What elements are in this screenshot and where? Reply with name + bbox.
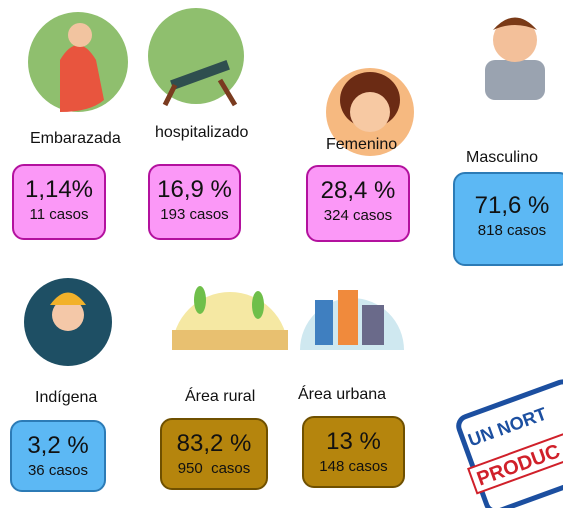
label: hospitalizado xyxy=(155,124,249,141)
building xyxy=(338,290,358,345)
label: Femenino xyxy=(326,136,398,153)
percent: 28,4 % xyxy=(320,177,396,204)
cases: 950 casos xyxy=(177,460,251,477)
indigenous-hat xyxy=(50,292,86,305)
label: Área urbana xyxy=(298,386,387,403)
stamp-band xyxy=(467,429,563,495)
percent: 16,9 % xyxy=(157,176,232,203)
cases: 818 casos xyxy=(477,222,547,239)
percent: 3,2 % xyxy=(27,432,89,459)
cases: 193 casos xyxy=(160,206,229,223)
cases: 11 casos xyxy=(29,206,89,223)
stamp: UN NORT PRODUC xyxy=(456,379,563,508)
percent: 13 % xyxy=(326,428,381,455)
stat-box: 1,14% 11 casos xyxy=(12,164,106,240)
indigenous-face xyxy=(52,299,84,331)
percent: 1,14% xyxy=(24,176,94,203)
label: Indígena xyxy=(35,389,98,406)
male-body xyxy=(485,60,545,100)
stamp-bottom: PRODUC xyxy=(474,440,563,490)
male-face xyxy=(493,18,537,62)
bed xyxy=(170,60,230,90)
percent: 71,6 % xyxy=(474,192,550,219)
female-face xyxy=(350,92,390,132)
tree xyxy=(194,286,206,314)
percent: 83,2 % xyxy=(176,430,252,457)
cases: 148 casos xyxy=(319,458,388,475)
stat-box: 13 % 148 casos xyxy=(302,416,405,488)
label: Embarazada xyxy=(30,130,121,147)
stat-box: 16,9 % 193 casos xyxy=(148,164,241,240)
hospital-icon xyxy=(148,8,244,104)
stat-box: 83,2 % 950 casos xyxy=(160,418,268,490)
building xyxy=(315,300,333,345)
cases: 324 casos xyxy=(323,207,393,224)
label: Masculino xyxy=(466,149,539,166)
pregnant-body xyxy=(60,45,104,112)
stat-box: 71,6 % 818 casos xyxy=(453,172,563,266)
rural-field xyxy=(172,330,288,350)
label: Área rural xyxy=(185,388,256,405)
cases: 36 casos xyxy=(27,462,89,479)
bed-legs xyxy=(162,78,238,107)
pregnant-head xyxy=(68,23,92,47)
tree xyxy=(252,291,264,319)
building xyxy=(362,305,384,345)
stat-box: 3,2 % 36 casos xyxy=(10,420,106,492)
male-hair xyxy=(493,17,537,30)
stat-box: 28,4 % 324 casos xyxy=(306,165,410,242)
